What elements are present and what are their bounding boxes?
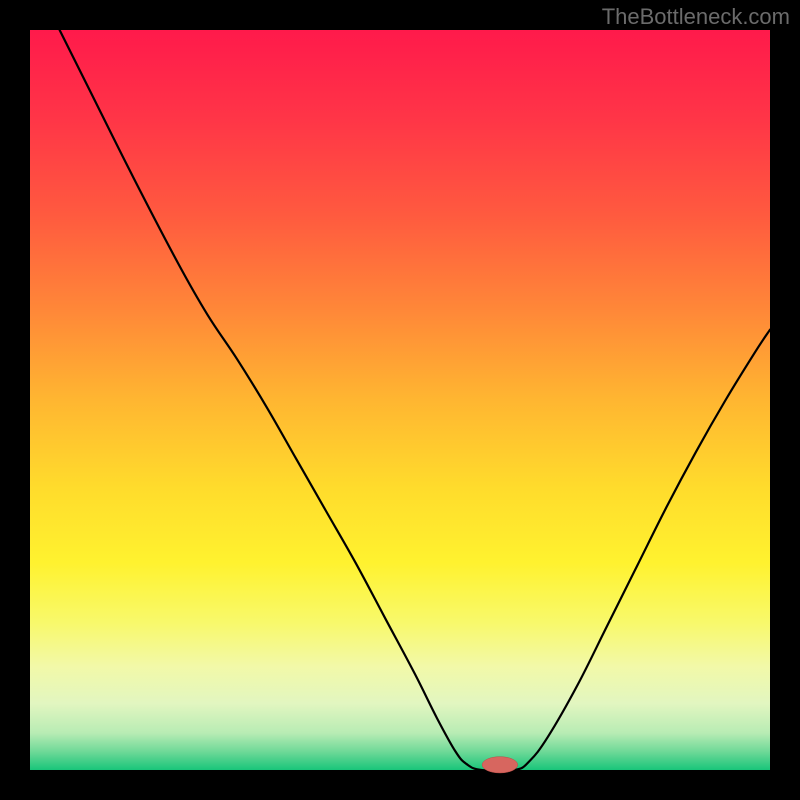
bottleneck-chart	[0, 0, 800, 800]
plot-background	[30, 30, 770, 770]
chart-frame: TheBottleneck.com	[0, 0, 800, 800]
watermark-text: TheBottleneck.com	[602, 4, 790, 30]
optimal-marker	[482, 757, 518, 773]
